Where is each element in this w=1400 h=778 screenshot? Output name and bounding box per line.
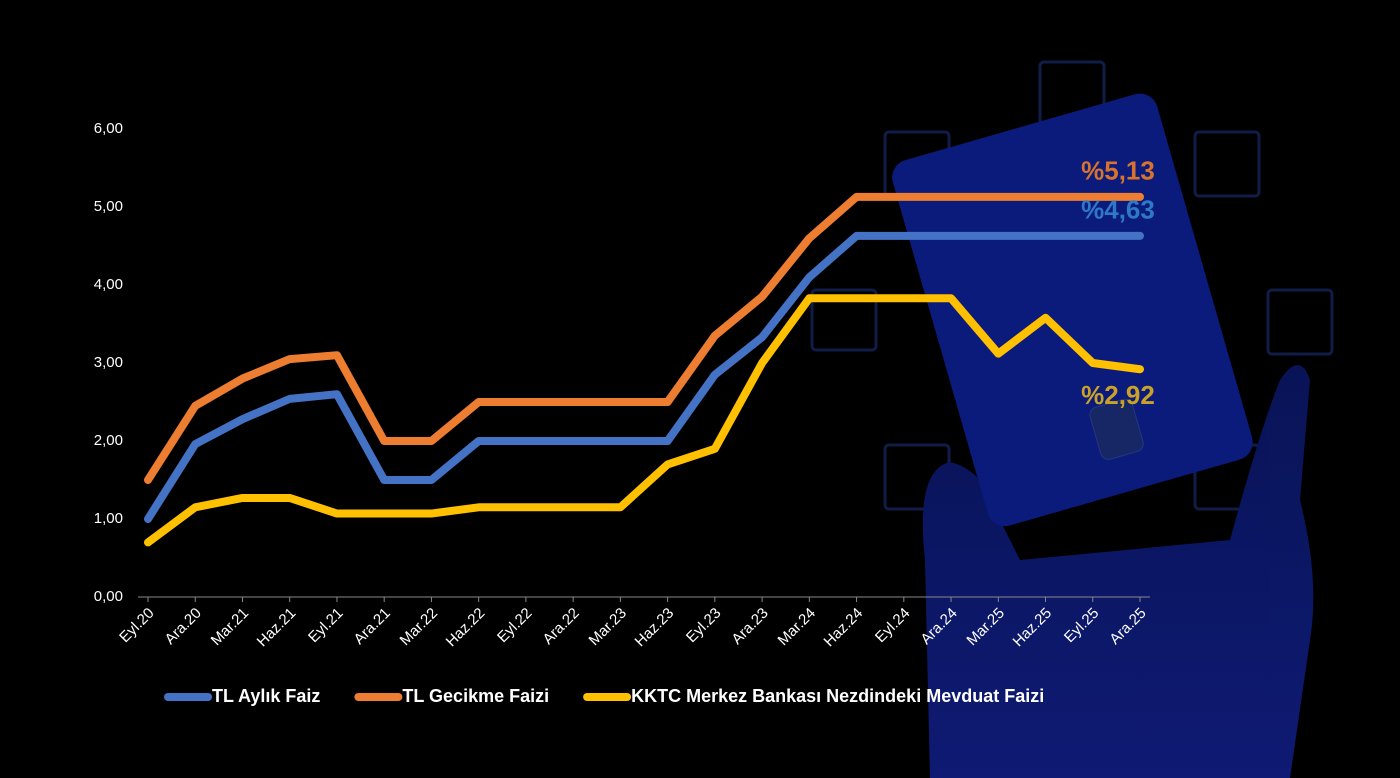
- x-tick-label: Ara.23: [728, 605, 771, 648]
- x-tick-label: Haz.21: [254, 605, 300, 651]
- x-tick-label: Haz.24: [821, 605, 867, 651]
- x-tick-label: Mar.23: [586, 605, 630, 649]
- y-tick-label: 6,00: [94, 120, 123, 137]
- x-tick-label: Mar.22: [397, 605, 441, 649]
- x-tick-label: Mar.24: [775, 605, 819, 649]
- x-tick-label: Haz.22: [443, 605, 489, 651]
- x-tick-label: Ara.20: [162, 605, 205, 648]
- annotation: %5,13: [1081, 156, 1155, 186]
- y-tick-label: 4,00: [94, 276, 123, 293]
- y-tick-label: 2,00: [94, 432, 123, 449]
- x-tick-label: Eyl.20: [116, 605, 158, 647]
- series-line: [144, 294, 1144, 547]
- legend-label: TL Aylık Faiz: [212, 686, 320, 706]
- legend-label: TL Gecikme Faizi: [402, 686, 549, 706]
- y-tick-label: 3,00: [94, 354, 123, 371]
- y-tick-label: 0,00: [94, 588, 123, 605]
- x-tick-label: Mar.21: [208, 605, 252, 649]
- y-tick-label: 5,00: [94, 198, 123, 215]
- x-tick-label: Eyl.22: [494, 605, 536, 647]
- x-tick-label: Eyl.24: [872, 605, 914, 647]
- legend-label: KKTC Merkez Bankası Nezdindeki Mevduat F…: [631, 686, 1044, 706]
- annotation: %4,63: [1081, 195, 1155, 225]
- series-line: [144, 192, 1144, 484]
- y-tick-label: 1,00: [94, 510, 123, 527]
- series-line: [144, 231, 1144, 523]
- x-tick-label: Ara.21: [351, 605, 394, 648]
- background-art: [810, 60, 1334, 778]
- x-tick-label: Eyl.23: [683, 605, 725, 647]
- x-tick-label: Ara.22: [540, 605, 583, 648]
- x-tick-label: Haz.23: [632, 605, 678, 651]
- annotation: %2,92: [1081, 380, 1155, 410]
- x-tick-label: Eyl.21: [305, 605, 347, 647]
